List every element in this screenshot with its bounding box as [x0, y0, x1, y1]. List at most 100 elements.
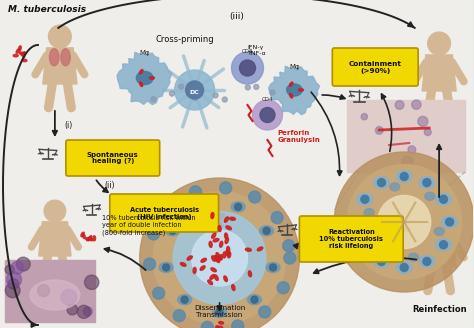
Circle shape: [259, 306, 271, 318]
Circle shape: [147, 228, 160, 240]
Circle shape: [375, 127, 383, 134]
Text: DC: DC: [190, 90, 200, 94]
Text: Mφ: Mφ: [139, 50, 150, 56]
Ellipse shape: [225, 233, 228, 239]
Ellipse shape: [247, 295, 262, 305]
Text: Reinfection: Reinfection: [412, 305, 466, 314]
Circle shape: [213, 93, 218, 98]
Ellipse shape: [159, 262, 173, 273]
Ellipse shape: [425, 192, 435, 200]
Circle shape: [424, 129, 431, 135]
Circle shape: [140, 178, 300, 328]
Circle shape: [246, 85, 250, 90]
Ellipse shape: [224, 217, 228, 222]
Circle shape: [17, 257, 30, 271]
Circle shape: [286, 86, 291, 91]
Circle shape: [361, 195, 369, 203]
Ellipse shape: [398, 219, 401, 224]
Ellipse shape: [16, 49, 19, 53]
Ellipse shape: [22, 53, 25, 58]
Ellipse shape: [218, 212, 222, 216]
Ellipse shape: [89, 237, 93, 241]
Ellipse shape: [434, 227, 444, 236]
Circle shape: [163, 264, 170, 271]
Ellipse shape: [225, 238, 228, 243]
Ellipse shape: [364, 209, 374, 216]
Ellipse shape: [208, 280, 212, 285]
Circle shape: [400, 173, 408, 180]
Bar: [347, 100, 465, 172]
Text: CD4: CD4: [262, 97, 273, 102]
Ellipse shape: [229, 217, 236, 220]
Ellipse shape: [200, 266, 205, 270]
Circle shape: [439, 241, 447, 249]
Circle shape: [48, 25, 71, 48]
Circle shape: [193, 95, 198, 100]
Circle shape: [277, 282, 289, 294]
Ellipse shape: [82, 234, 85, 238]
Ellipse shape: [61, 49, 70, 66]
Ellipse shape: [219, 241, 223, 247]
Ellipse shape: [21, 52, 26, 55]
Text: Cross-priming: Cross-priming: [155, 35, 214, 44]
Circle shape: [77, 305, 91, 318]
Ellipse shape: [217, 219, 221, 223]
Circle shape: [347, 165, 462, 279]
Circle shape: [377, 178, 385, 187]
Circle shape: [219, 182, 232, 194]
Ellipse shape: [228, 252, 231, 258]
Ellipse shape: [390, 183, 400, 191]
Circle shape: [428, 208, 450, 231]
Circle shape: [254, 84, 259, 90]
Ellipse shape: [374, 256, 390, 267]
Circle shape: [260, 108, 275, 122]
Ellipse shape: [212, 307, 227, 318]
Ellipse shape: [211, 213, 214, 218]
Text: 10% tuberculosis risk within
year of double infection
(800-fold increase): 10% tuberculosis risk within year of dou…: [102, 215, 195, 236]
Text: Perforin
Granulysin: Perforin Granulysin: [277, 130, 320, 143]
Circle shape: [173, 212, 266, 304]
Ellipse shape: [419, 176, 435, 189]
Ellipse shape: [396, 261, 412, 274]
Circle shape: [198, 203, 204, 210]
Ellipse shape: [209, 241, 212, 247]
Text: Containment
(>90%): Containment (>90%): [349, 60, 401, 73]
Circle shape: [271, 212, 283, 224]
Ellipse shape: [246, 248, 251, 251]
Ellipse shape: [357, 239, 373, 251]
Ellipse shape: [214, 256, 219, 260]
Bar: [5, 260, 95, 322]
Ellipse shape: [87, 238, 91, 241]
Ellipse shape: [224, 276, 228, 281]
Text: Dissemination
Transmission: Dissemination Transmission: [194, 305, 245, 318]
Ellipse shape: [219, 321, 224, 324]
Text: Spontaneous
healing (?): Spontaneous healing (?): [87, 152, 139, 165]
Ellipse shape: [81, 232, 84, 237]
Ellipse shape: [201, 258, 206, 262]
Ellipse shape: [396, 171, 412, 182]
Circle shape: [191, 230, 247, 286]
FancyBboxPatch shape: [332, 48, 418, 86]
Ellipse shape: [211, 233, 216, 238]
Ellipse shape: [19, 52, 24, 55]
Text: (i): (i): [65, 121, 73, 130]
Circle shape: [151, 97, 156, 102]
Circle shape: [378, 195, 431, 249]
Ellipse shape: [165, 226, 180, 236]
Ellipse shape: [22, 59, 27, 62]
Circle shape: [235, 203, 242, 210]
Circle shape: [186, 81, 204, 99]
Circle shape: [179, 84, 184, 89]
Ellipse shape: [215, 311, 219, 314]
Text: Mφ: Mφ: [289, 64, 300, 70]
Ellipse shape: [257, 247, 263, 251]
Ellipse shape: [436, 193, 452, 205]
Circle shape: [428, 32, 450, 55]
Circle shape: [377, 257, 385, 265]
Circle shape: [408, 146, 416, 154]
Text: Reactivation
10% tuberculosis
risk lifelong: Reactivation 10% tuberculosis risk lifel…: [319, 229, 383, 249]
Ellipse shape: [221, 214, 224, 218]
Circle shape: [216, 309, 223, 316]
Text: CD8: CD8: [242, 49, 253, 54]
Circle shape: [232, 320, 244, 328]
